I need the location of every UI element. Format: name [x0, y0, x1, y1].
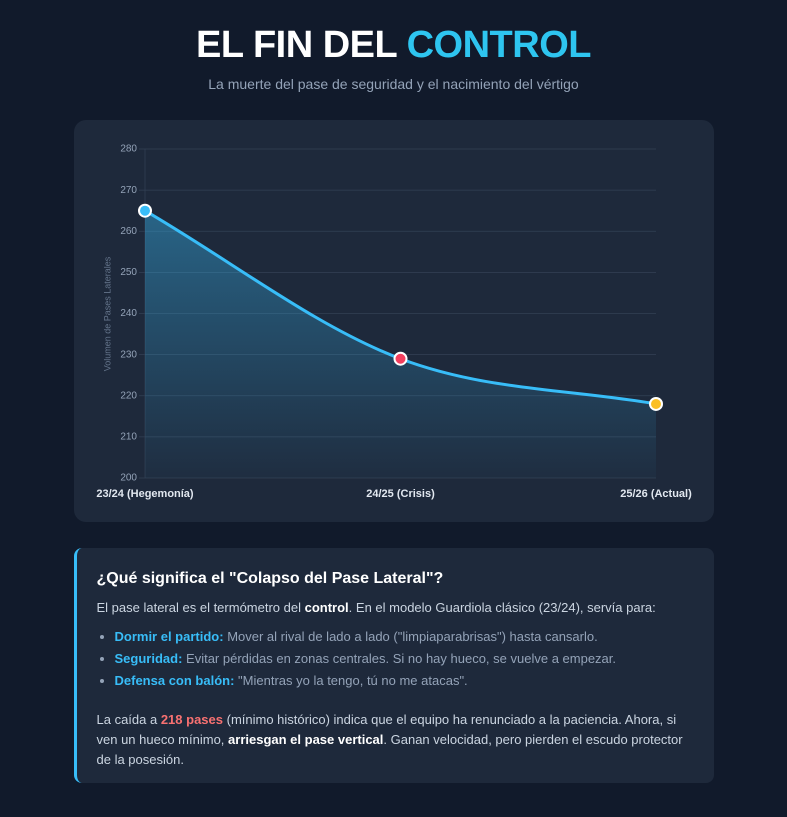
y-tick-label: 280: [120, 144, 137, 155]
chart: Volumen de Pases Laterales 200 210 220 230 2…: [96, 144, 692, 500]
item-term: Seguridad:: [114, 651, 183, 666]
item-text: Mover al rival de lado a lado ("limpiapa…: [227, 629, 598, 644]
area: [144, 210, 656, 478]
conclusion-text: . Ganan velocidad, pero pierden el escud…: [96, 732, 683, 767]
x-tick-label: 25/26 (Actual): [620, 488, 692, 500]
intro-bold: control: [304, 600, 349, 615]
y-tick-label: 240: [120, 308, 137, 319]
list-item: Seguridad: Evitar pérdidas en zonas cent…: [115, 648, 694, 670]
y-tick-label: 250: [120, 267, 137, 278]
list-item: Defensa con balón: "Mientras yo la tengo…: [115, 670, 694, 692]
y-tick-label: 260: [120, 226, 137, 237]
y-tick-label: 200: [120, 473, 137, 484]
item-text: "Mientras yo la tengo, tú no me atacas".: [238, 673, 468, 688]
highlight-number: 218 pases: [160, 712, 223, 727]
subtitle: La muerte del pase de seguridad y el nac…: [208, 76, 579, 92]
conclusion-text: (mínimo histórico) indica que el equipo …: [96, 712, 677, 747]
y-tick-label: 230: [120, 349, 137, 360]
y-tick-label: 210: [120, 432, 137, 443]
y-tick-label: 270: [120, 185, 137, 196]
point: [648, 396, 663, 411]
title-start: EL FIN DEL: [196, 24, 397, 66]
list-item: Dormir el partido: Mover al rival de lad…: [115, 626, 694, 648]
title-highlight: CONTROL: [406, 24, 592, 66]
item-term: Dormir el partido:: [114, 629, 224, 644]
conclusion-bold: arriesgan el pase vertical: [228, 732, 384, 747]
chart-card: Volumen de Pases Laterales 200 210 220 230 2…: [73, 120, 714, 522]
conclusion: La caída a 218 pases (mínimo histórico) …: [97, 710, 694, 770]
info-card: ¿Qué significa el "Colapso del Pase Late…: [73, 548, 714, 783]
intro-text: El pase lateral es el termómetro del: [96, 600, 305, 615]
intro-text: . En el modelo Guardiola clásico (23/24)…: [348, 600, 656, 615]
item-text: Evitar pérdidas en zonas centrales. Si n…: [186, 651, 617, 666]
body: {"header": {"title_start": "EL FIN DEL",…: [0, 22, 787, 817]
point: [137, 203, 152, 218]
y-tick-label: 220: [120, 390, 137, 401]
conclusion-text: La caída a: [96, 712, 161, 727]
item-term: Defensa con balón:: [114, 673, 235, 688]
intro: El pase lateral es el termómetro del con…: [97, 598, 694, 618]
page-title: EL FIN DEL CONTROL: [74, 22, 714, 68]
x-tick-label: 23/24 (Hegemonía): [96, 488, 194, 500]
item-list: Dormir el partido: Mover al rival de lad…: [97, 626, 694, 692]
info-heading: ¿Qué significa el "Colapso del Pase Late…: [96, 570, 444, 587]
x-tick-label: 24/25 (Crisis): [366, 488, 435, 500]
y-axis-title: Volumen de Pases Laterales: [102, 256, 112, 371]
container: EL FIN DEL CONTROL La muerte del pase de…: [73, 22, 714, 783]
point: [393, 351, 407, 366]
